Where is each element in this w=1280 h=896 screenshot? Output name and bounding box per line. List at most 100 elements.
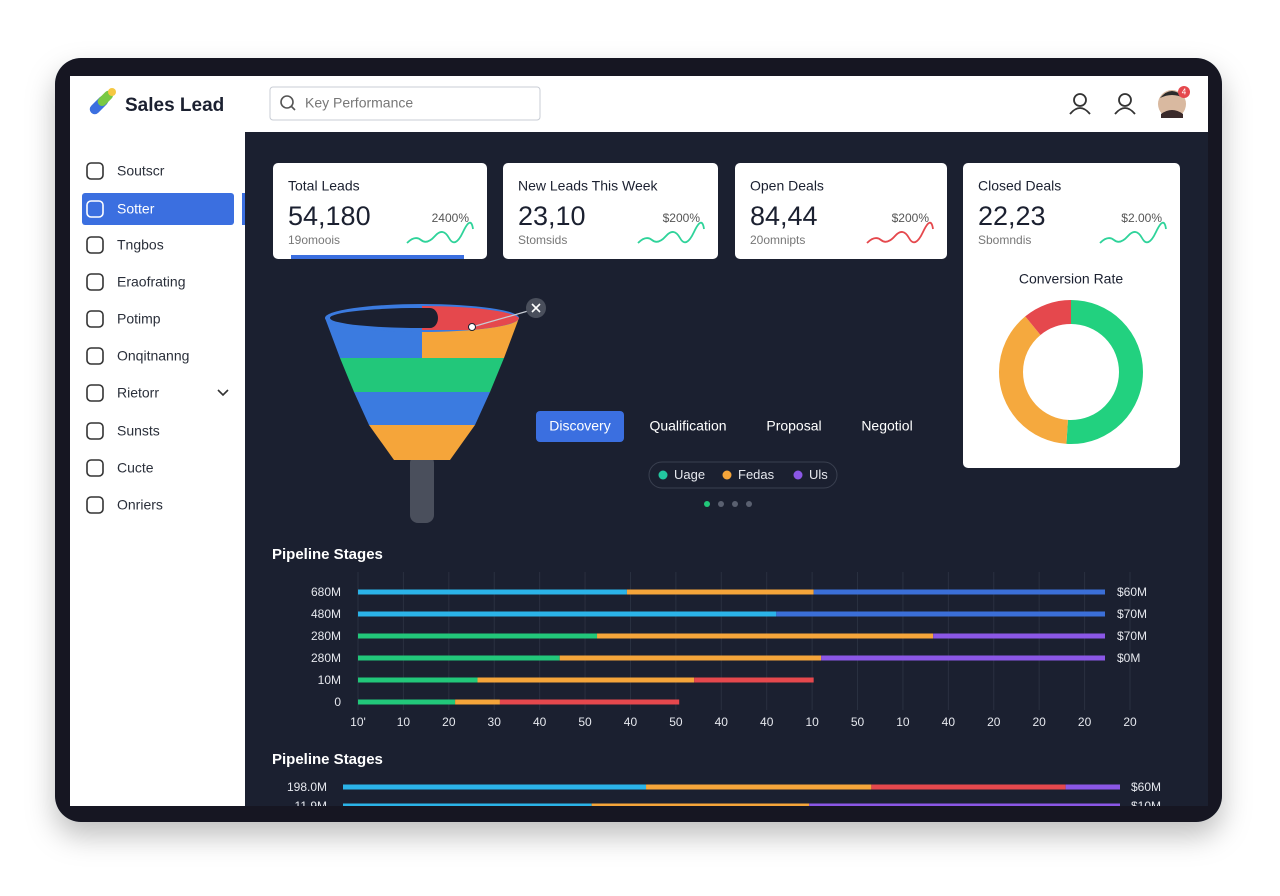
menu-icon [86,162,104,180]
search-placeholder: Key Performance [305,95,413,111]
x-tick-label: 10 [805,715,819,729]
card-title: Closed Deals [978,178,1061,194]
menu-item[interactable]: Cucte [117,460,154,476]
bar-segment [694,677,814,683]
user-icon[interactable] [1069,93,1091,115]
card-change: $200% [892,211,930,225]
x-tick-label: 50 [578,715,592,729]
stage-tab[interactable]: Qualification [649,418,726,434]
bar-segment [343,803,592,806]
x-tick-label: 10' [350,715,366,729]
row-value-label: $60M [1117,585,1147,599]
bar-segment [626,589,814,595]
menu-item[interactable]: Potimp [117,311,161,327]
menu-item[interactable]: Sunsts [117,423,160,439]
bar-segment [559,655,822,661]
x-tick-label: 40 [760,715,774,729]
row-label: 280M [311,651,341,665]
menu-item[interactable]: Tngbos [117,237,164,253]
x-tick-label: 20 [1078,715,1092,729]
donut-segment [999,300,1143,444]
chart-title: Pipeline Stages [272,751,383,768]
menu-icon [86,422,104,440]
row-label: 480M [311,607,341,621]
x-tick-label: 30 [488,715,502,729]
funnel-graphic [325,298,546,523]
kpi-card [503,163,718,259]
bar-segment [871,784,1066,790]
sparkline [637,221,705,244]
menu-item[interactable]: Rietorr [117,385,159,401]
bar-segment [646,784,872,790]
x-tick-label: 20 [1032,715,1046,729]
bar-segment [477,677,695,683]
app-name: Sales Lead [125,95,224,116]
chevron [217,389,229,397]
x-tick-label: 40 [942,715,956,729]
card-change: $200% [663,211,701,225]
legend-label: Fedas [738,467,775,482]
legend-label: Uls [809,467,828,482]
active-tab-bg [536,411,624,442]
chart-title: Pipeline Stages [272,546,383,563]
bar-segment [809,803,1120,806]
row-label: 0 [334,695,341,709]
card-value: 54,180 [288,201,371,231]
menu-item[interactable]: Sotter [117,201,155,217]
card-value: 84,44 [750,201,818,231]
menu-icon [86,310,104,328]
card-value: 23,10 [518,201,586,231]
x-tick-label: 10 [896,715,910,729]
menu-icon [86,273,104,291]
menu-item[interactable]: Soutscr [117,163,165,179]
bar-segment [499,699,680,705]
sidebar [70,76,245,806]
legend-dot [658,470,668,480]
card-change: 2400% [432,211,470,225]
legend-dot [722,470,732,480]
avatar[interactable] [1158,90,1186,118]
row-label: 280M [311,629,341,643]
card-title: Total Leads [288,178,360,194]
legend-pill [648,461,838,489]
menu-icon [86,200,104,218]
card-change: $2.00% [1121,211,1162,225]
x-tick-label: 50 [851,715,865,729]
conversion-card: Conversion Rate [999,271,1143,444]
bar-segment [776,611,1105,617]
stage-tab[interactable]: Discovery [549,418,610,434]
account-icon[interactable] [1114,93,1136,115]
row-value-label: $10M [1131,799,1161,813]
bar-segment [343,784,647,790]
card-subtitle: 20omnipts [750,233,805,247]
notification-badge [1178,86,1190,98]
sparkline [406,221,474,244]
x-tick-label: 20 [1123,715,1137,729]
menu-item[interactable]: Onqitnanng [117,348,189,364]
bar-segment [821,655,1105,661]
stage-tab[interactable]: Negotiol [861,418,912,434]
search-box[interactable] [269,86,541,121]
active-item-bg [82,193,234,225]
legend: Uage Fedas Uls [658,467,828,482]
row-label: 11.9M [295,799,327,813]
row-value-label: $70M [1117,629,1147,643]
bar-segment [358,611,777,617]
row-label: 198.0M [287,780,327,794]
x-tick-label: 20 [987,715,1001,729]
pipeline-charts: Pipeline Stages 10' 10 20 30 40 50 40 50 40 40 10 50… [272,546,1161,813]
kpi-card [735,163,947,259]
card-subtitle: 19omoois [288,233,340,247]
x-tick-label: 40 [533,715,547,729]
stage-tab[interactable]: Proposal [766,418,821,434]
kpi-card [273,163,487,259]
menu-item[interactable]: Eraofrating [117,274,185,290]
menu-icon [86,236,104,254]
menu-icon [86,459,104,477]
menu-item[interactable]: Onriers [117,497,163,513]
donut-segment [999,300,1143,444]
donut-title: Conversion Rate [1019,271,1123,287]
bar-segment [591,803,810,806]
